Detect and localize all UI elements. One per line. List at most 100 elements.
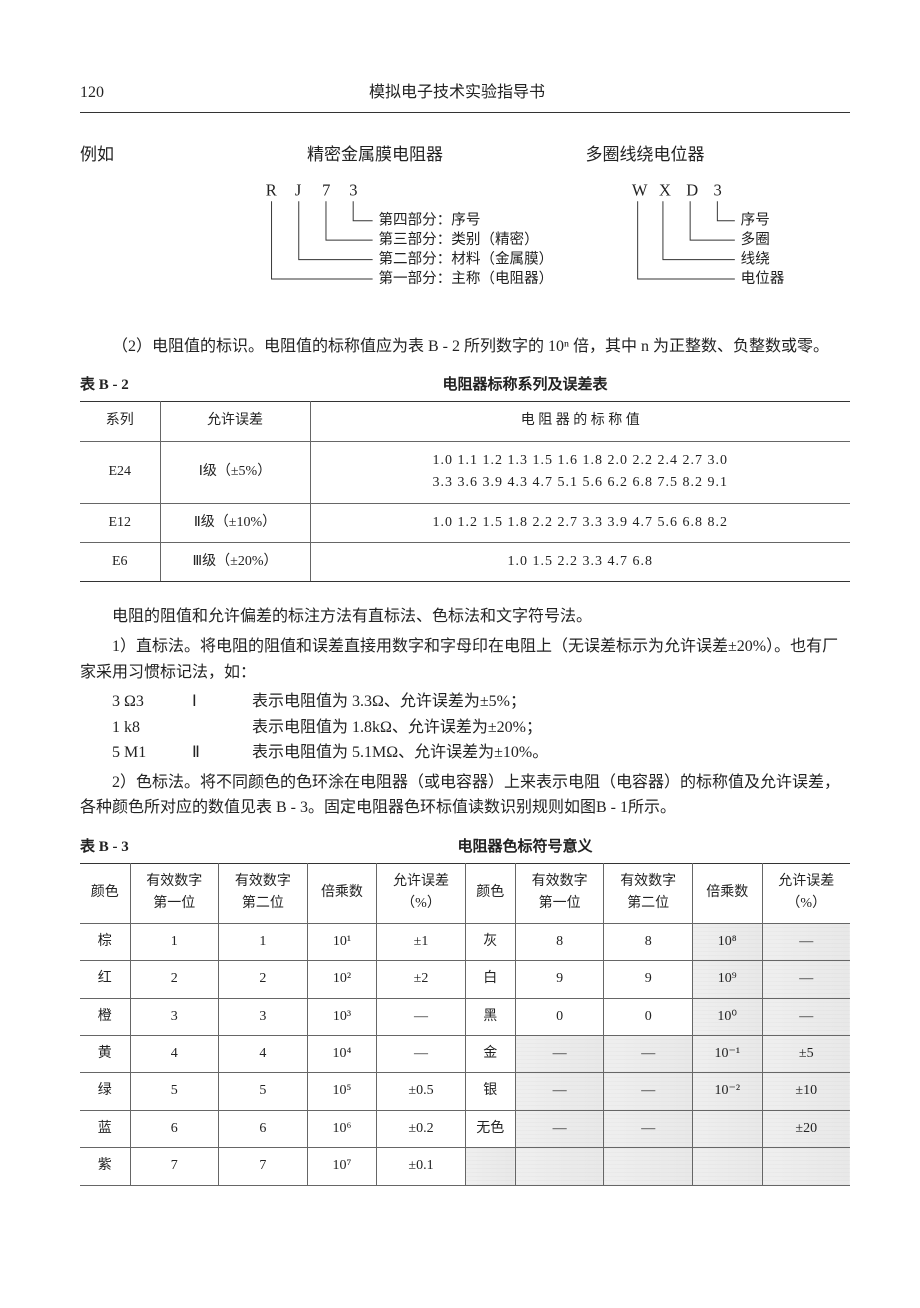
th-series: 系列 [80, 402, 160, 441]
th-nominal: 电 阻 器 的 标 称 值 [310, 402, 850, 441]
th-b3: 有效数字 第一位 [130, 864, 219, 924]
cell-series: E6 [80, 542, 160, 581]
page-number: 120 [80, 80, 104, 106]
cell-b3: 金 [465, 1036, 515, 1073]
cell-b3 [692, 1148, 762, 1185]
th-b3: 允许误差 （%） [762, 864, 850, 924]
cell-b3: — [604, 1073, 693, 1110]
cell-b3: ±0.1 [377, 1148, 466, 1185]
cell-b3 [604, 1148, 693, 1185]
cell-b3 [762, 1148, 850, 1185]
rpart-1: 电位器 [741, 270, 785, 287]
cell-b3 [515, 1148, 604, 1185]
cell-b3 [692, 1110, 762, 1147]
cell-b3: 5 [130, 1073, 219, 1110]
cell-b3: 10⁰ [692, 998, 762, 1035]
th-b3: 颜色 [80, 864, 130, 924]
cell-b3: 2 [219, 961, 308, 998]
direct-example-row: 3 Ω3 Ⅰ 表示电阻值为 3.3Ω、允许误差为±5%； [112, 689, 850, 715]
mid-diagram-title: 精密金属膜电阻器 [220, 141, 530, 168]
th-b3: 颜色 [465, 864, 515, 924]
cell-b3: 3 [130, 998, 219, 1035]
cell-b3: — [762, 998, 850, 1035]
code-W: W [632, 180, 648, 199]
cell-b3: 6 [219, 1110, 308, 1147]
cell-b3: 7 [130, 1148, 219, 1185]
cell-b3: ±1 [377, 923, 466, 960]
cell-b3: 1 [219, 923, 308, 960]
rpart-2: 线绕 [741, 250, 770, 267]
cell-b3: 1 [130, 923, 219, 960]
th-b3: 允许误差 （%） [377, 864, 466, 924]
example-label: 例如 [80, 141, 220, 168]
rpart-4: 序号 [741, 211, 770, 228]
cell-b3: 2 [130, 961, 219, 998]
table-row: 绿5510⁵±0.5银——10⁻²±10 [80, 1073, 850, 1110]
cell-b3: 10⁴ [307, 1036, 377, 1073]
cell-b3: 紫 [80, 1148, 130, 1185]
cell-b3: — [762, 923, 850, 960]
part-1: 第一部分：主称（电阻器） [379, 269, 554, 287]
cell-b3: — [515, 1110, 604, 1147]
cell-b3: 8 [604, 923, 693, 960]
cell-b3: 黑 [465, 998, 515, 1035]
cell-b3: — [604, 1036, 693, 1073]
th-b3: 倍乘数 [307, 864, 377, 924]
th-b3: 有效数字 第二位 [604, 864, 693, 924]
cell-b3: — [604, 1110, 693, 1147]
cell-values: 1.0 1.5 2.2 3.3 4.7 6.8 [310, 542, 850, 581]
cell-b3: 10⁹ [692, 961, 762, 998]
table-row: E12 Ⅱ级（±10%） 1.0 1.2 1.5 1.8 2.2 2.7 3.3… [80, 503, 850, 542]
cell-b3: ±20 [762, 1110, 850, 1147]
table-row: E24 Ⅰ级（±5%） 1.0 1.1 1.2 1.3 1.5 1.6 1.8 … [80, 441, 850, 503]
page-header: 120 模拟电子技术实验指导书 [80, 80, 850, 113]
cell-b3: 3 [219, 998, 308, 1035]
table-b2: 系列 允许误差 电 阻 器 的 标 称 值 E24 Ⅰ级（±5%） 1.0 1.… [80, 401, 850, 582]
direct-example-row: 1 k8 表示电阻值为 1.8kΩ、允许误差为±20%； [112, 715, 850, 741]
example-titles: 例如 精密金属膜电阻器 多圈线绕电位器 [80, 141, 850, 168]
cell-b3: 10⁵ [307, 1073, 377, 1110]
th-b3: 有效数字 第二位 [219, 864, 308, 924]
cell-b3: — [515, 1073, 604, 1110]
table-b2-label: 表 B - 2 [80, 373, 200, 397]
direct-example-row: 5 M1 Ⅱ 表示电阻值为 5.1MΩ、允许误差为±10%。 [112, 740, 850, 766]
cell-b3: 10⁻¹ [692, 1036, 762, 1073]
direct-ex-meaning: 表示电阻值为 3.3Ω、允许误差为±5%； [252, 689, 850, 715]
table-row: 棕1110¹±1灰8810⁸— [80, 923, 850, 960]
direct-ex-grade [192, 715, 252, 741]
book-title: 模拟电子技术实验指导书 [369, 80, 545, 106]
cell-b3: 红 [80, 961, 130, 998]
th-tolerance: 允许误差 [160, 402, 310, 441]
code-R: R [266, 180, 277, 199]
cell-b3: 黄 [80, 1036, 130, 1073]
cell-b3: 10⁻² [692, 1073, 762, 1110]
cell-values: 1.0 1.1 1.2 1.3 1.5 1.6 1.8 2.0 2.2 2.4 … [310, 441, 850, 503]
table-row: E6 Ⅲ级（±20%） 1.0 1.5 2.2 3.3 4.7 6.8 [80, 542, 850, 581]
cell-b3: 绿 [80, 1073, 130, 1110]
table-b2-title: 电阻器标称系列及误差表 [442, 373, 607, 397]
table-row: 颜色有效数字 第一位有效数字 第二位倍乘数允许误差 （%）颜色有效数字 第一位有… [80, 864, 850, 924]
part-4: 第四部分：序号 [379, 210, 481, 228]
cell-b3: 4 [130, 1036, 219, 1073]
cell-b3: 5 [219, 1073, 308, 1110]
cell-tol: Ⅰ级（±5%） [160, 441, 310, 503]
cell-b3: 棕 [80, 923, 130, 960]
cell-b3: 7 [219, 1148, 308, 1185]
cell-b3: 灰 [465, 923, 515, 960]
table-b3-caption: 表 B - 3 电阻器色标符号意义 [80, 835, 850, 859]
code-J: J [295, 180, 302, 199]
table-row: 蓝6610⁶±0.2无色——±20 [80, 1110, 850, 1147]
cell-values: 1.0 1.2 1.5 1.8 2.2 2.7 3.3 3.9 4.7 5.6 … [310, 503, 850, 542]
cell-b3: 10³ [307, 998, 377, 1035]
direct-ex-meaning: 表示电阻值为 1.8kΩ、允许误差为±20%； [252, 715, 850, 741]
direct-ex-code: 3 Ω3 [112, 689, 192, 715]
table-row: 红2210²±2白9910⁹— [80, 961, 850, 998]
cell-b3: 0 [515, 998, 604, 1035]
cell-b3: ±2 [377, 961, 466, 998]
cell-b3: 8 [515, 923, 604, 960]
table-b2-caption: 表 B - 2 电阻器标称系列及误差表 [80, 373, 850, 397]
right-diagram-title: 多圈线绕电位器 [530, 141, 760, 168]
cell-series: E24 [80, 441, 160, 503]
direct-ex-grade: Ⅱ [192, 740, 252, 766]
code-7: 7 [322, 180, 330, 199]
